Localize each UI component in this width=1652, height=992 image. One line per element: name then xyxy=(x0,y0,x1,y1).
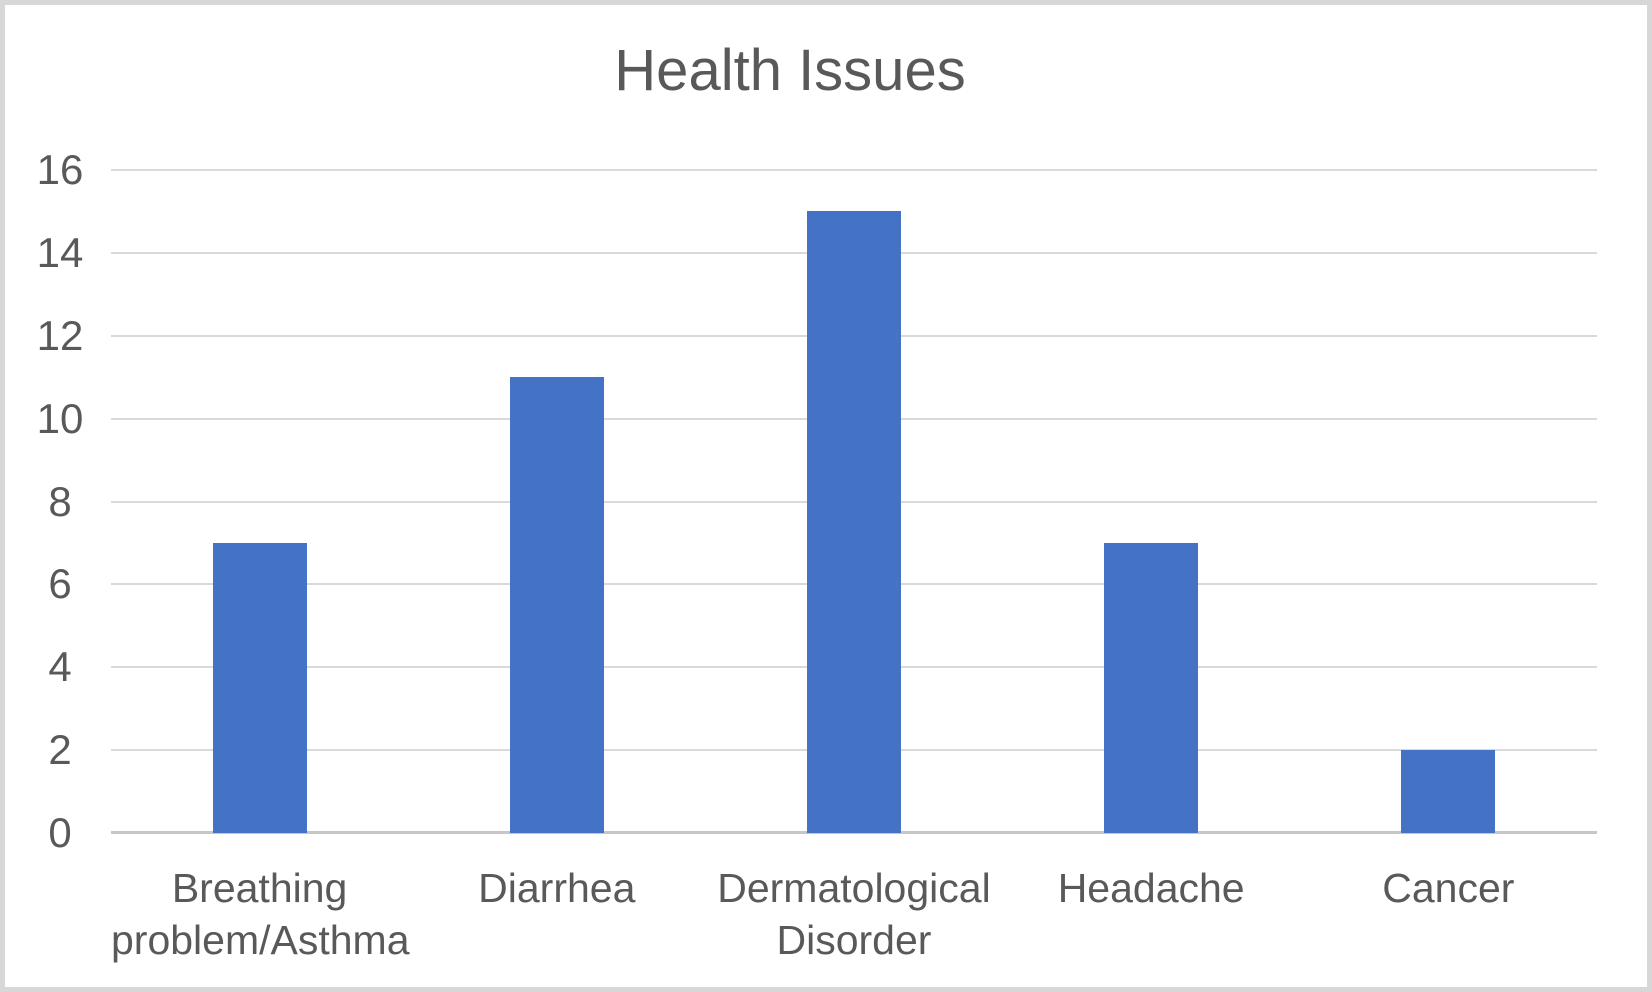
x-category-label-dermatological-disorder: Dermatological Disorder xyxy=(717,865,991,963)
y-tick-label-12: 12 xyxy=(36,311,84,359)
x-category-label-breathing-problem-asthma: Breathing problem/Asthma xyxy=(111,865,410,963)
x-category-label-diarrhea: Diarrhea xyxy=(478,865,636,911)
x-category-label-headache: Headache xyxy=(1057,865,1245,911)
y-tick-label-2: 2 xyxy=(48,726,72,774)
bar-headache xyxy=(1104,542,1199,833)
x-category-label-cancer: Cancer xyxy=(1382,865,1515,911)
y-tick-label-8: 8 xyxy=(48,477,72,525)
bar-breathing-problem-asthma xyxy=(212,542,307,833)
x-axis-category-labels: Breathing problem/Asthma Diarrhea Dermatol… xyxy=(111,862,1597,966)
y-tick-label-14: 14 xyxy=(36,228,84,276)
y-tick-label-16: 16 xyxy=(36,146,84,193)
y-tick-label-4: 4 xyxy=(48,643,72,691)
chart-title: Health Issues xyxy=(614,38,966,103)
gridline-y-16 xyxy=(111,169,1597,171)
plot-area xyxy=(111,169,1597,834)
bar-cancer xyxy=(1401,750,1496,833)
bar-dermatological-disorder xyxy=(807,211,901,833)
bar-diarrhea xyxy=(509,377,604,833)
y-tick-label-0: 0 xyxy=(48,809,72,856)
y-tick-label-6: 6 xyxy=(48,560,72,608)
y-tick-label-10: 10 xyxy=(36,394,84,442)
